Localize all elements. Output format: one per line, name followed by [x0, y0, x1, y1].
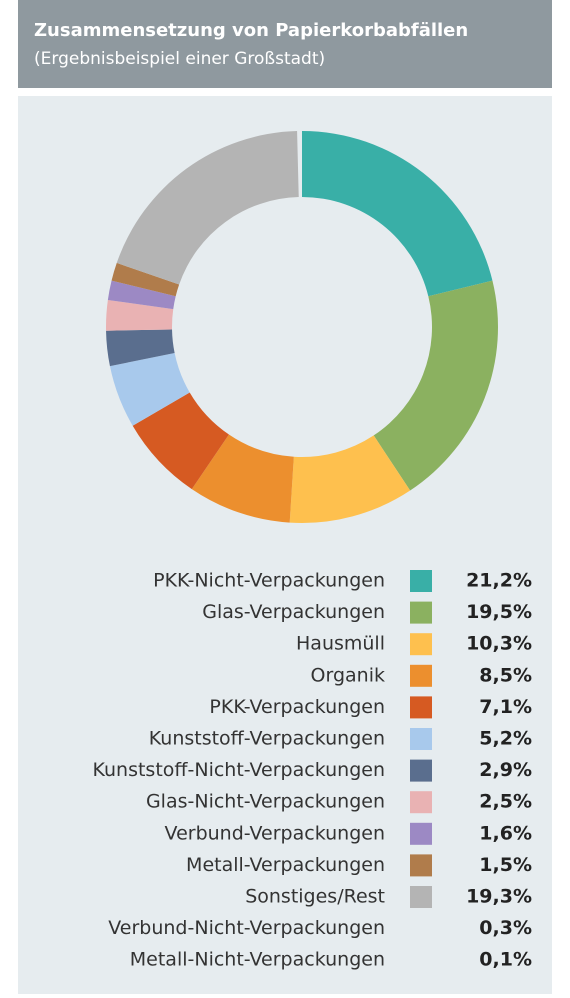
donut-slice: [111, 262, 180, 297]
value-label: 0,1%: [479, 949, 532, 971]
legend-swatch: [410, 791, 432, 814]
value-label: 1,5%: [479, 854, 532, 876]
legend-label: Verbund-Nicht-Verpackungen: [108, 917, 385, 939]
legend-swatch: [410, 759, 432, 782]
legend-label: Sonstiges/Rest: [245, 886, 385, 908]
legend-label: PKK-Nicht-Verpackungen: [153, 570, 385, 592]
legend-label: Glas-Nicht-Verpackungen: [146, 791, 385, 813]
value-label: 5,2%: [479, 728, 532, 750]
legend-label: PKK-Verpackungen: [209, 696, 385, 718]
donut-slice: [132, 392, 229, 490]
legend-swatch: [410, 570, 432, 592]
legend-swatch: [410, 601, 432, 624]
legend-label: Metall-Nicht-Verpackungen: [130, 949, 385, 971]
legend-swatch: [410, 696, 432, 719]
value-label: 2,5%: [479, 791, 532, 813]
chart-title: Zusammensetzung von Papierkorbabfällen: [34, 20, 468, 41]
donut-slice: [289, 435, 411, 523]
donut-slice: [109, 352, 190, 426]
donut-slice: [302, 131, 493, 297]
legend-label: Organik: [311, 664, 385, 686]
legend-swatch: [410, 664, 432, 687]
legend-label: Glas-Verpackungen: [202, 601, 385, 623]
legend-swatch: [410, 886, 432, 908]
donut-slice: [107, 280, 176, 310]
donut-slice: [373, 280, 498, 491]
legend-label: Kunststoff-Verpackungen: [149, 728, 385, 750]
chart-subtitle: (Ergebnisbeispiel einer Großstadt): [34, 49, 325, 69]
value-label: 8,5%: [479, 664, 532, 686]
value-label: 21,2%: [466, 570, 532, 592]
donut-slice: [191, 434, 294, 523]
legend-label: Hausmüll: [296, 633, 385, 655]
header-bg: [18, 0, 552, 88]
donut-slice: [105, 299, 174, 331]
value-label: 19,3%: [466, 886, 532, 908]
legend-swatch: [410, 854, 432, 877]
legend-label: Verbund-Verpackungen: [165, 822, 385, 844]
value-label: 0,3%: [479, 917, 532, 939]
legend-swatch: [410, 728, 432, 750]
legend-swatch: [410, 822, 432, 845]
donut-slice: [106, 329, 175, 367]
donut-slice: [116, 131, 299, 285]
legend-label: Metall-Verpackungen: [186, 854, 385, 876]
value-label: 2,9%: [479, 759, 532, 781]
value-label: 7,1%: [479, 696, 532, 718]
value-label: 19,5%: [466, 601, 532, 623]
legend-label: Kunststoff-Nicht-Verpackungen: [92, 759, 385, 781]
value-label: 10,3%: [466, 633, 532, 655]
legend-swatch: [410, 633, 432, 656]
value-label: 1,6%: [479, 822, 532, 844]
